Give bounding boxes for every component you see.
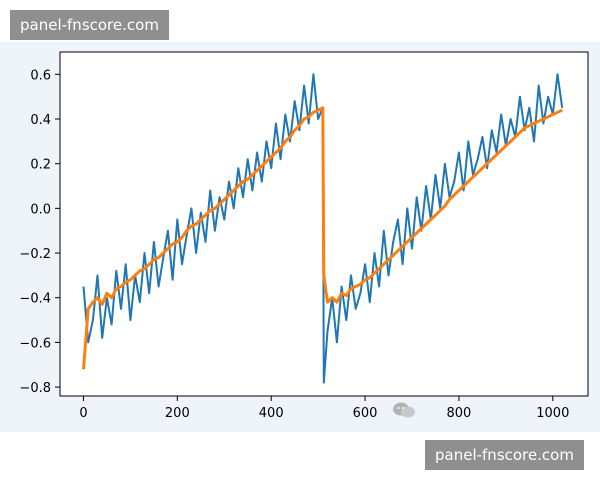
- series-line-smoothed: [82, 106, 563, 370]
- x-tick-label: 200: [165, 406, 190, 421]
- y-tick-label: 0.2: [30, 158, 51, 173]
- x-tick-label: 1000: [536, 406, 569, 421]
- x-tick-label: 400: [259, 406, 284, 421]
- y-tick-label: −0.4: [19, 292, 51, 307]
- chat-icon: [393, 402, 415, 418]
- y-tick-label: −0.8: [19, 381, 51, 396]
- x-tick-label: 600: [353, 406, 378, 421]
- y-tick-label: −0.6: [19, 336, 51, 351]
- watermark-top: panel-fnscore.com: [10, 10, 169, 40]
- y-tick-label: 0.4: [30, 113, 51, 128]
- plot-area: [60, 52, 588, 396]
- axes-frame: [59, 51, 589, 397]
- watermark-bottom: panel-fnscore.com: [425, 440, 584, 470]
- y-tick-label: −0.2: [19, 247, 51, 262]
- y-tick-label: 0.6: [30, 68, 51, 83]
- axis-ticks: 0 200 400 600 800 1000 −0.8 −0.6 −0.4 −0.2 0.0 0.2 0…: [19, 68, 569, 421]
- x-tick-label: 0: [79, 406, 87, 421]
- y-tick-label: 0.0: [30, 202, 51, 217]
- x-tick-label: 800: [447, 406, 472, 421]
